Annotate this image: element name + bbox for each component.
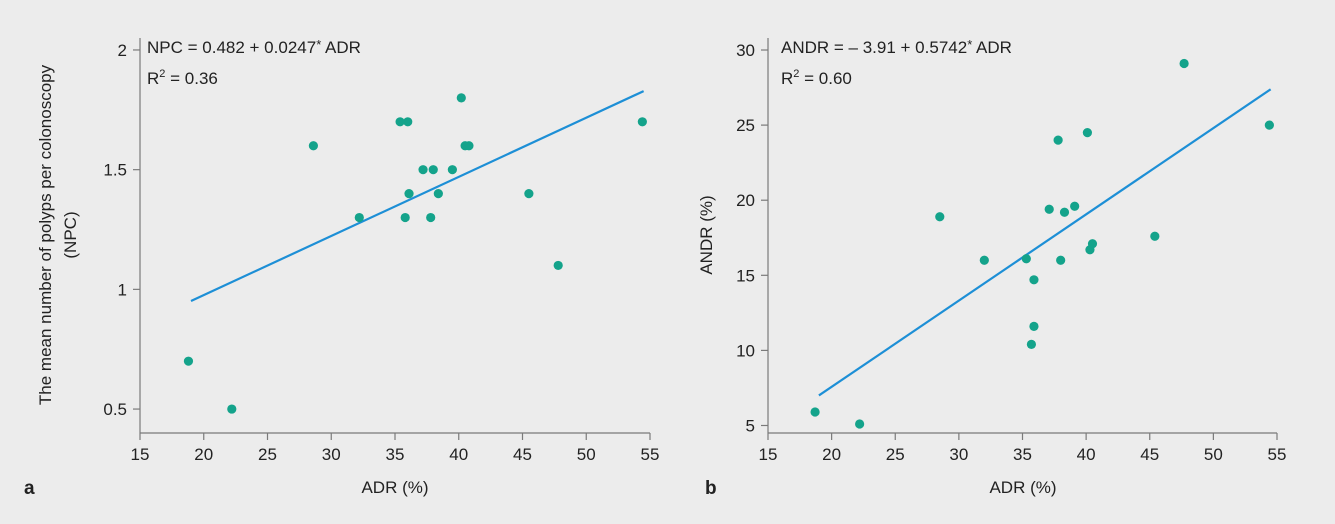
panel-b-data-point bbox=[1026, 339, 1037, 349]
panel-a-data-point bbox=[553, 260, 563, 271]
panel-b-data-point bbox=[1150, 231, 1160, 241]
panel-b-y-tick-label: 10 bbox=[736, 341, 755, 360]
panel-a-equation-star: * bbox=[316, 37, 321, 52]
panel-b-y-tick-label: 20 bbox=[736, 191, 755, 210]
panel-a-y-ticks: 0.5 1 1.5 2 bbox=[103, 41, 140, 419]
panel-b-r2-sup: 2 bbox=[793, 68, 799, 80]
panel-a-data-point bbox=[426, 212, 436, 223]
panel-a-data-point bbox=[447, 165, 457, 175]
panel-b-r2: R2 = 0.60 bbox=[781, 68, 852, 88]
panel-a-y-tick-label: 0.5 bbox=[103, 400, 127, 419]
panel-b-x-tick-label: 20 bbox=[822, 445, 841, 464]
panel-a-x-tick-label: 50 bbox=[577, 445, 596, 464]
panel-b-regression-line bbox=[818, 88, 1272, 397]
panel-a-x-tick-label: 30 bbox=[322, 445, 341, 464]
panel-b-x-tick-label: 35 bbox=[1013, 445, 1032, 464]
panel-b-data-point bbox=[935, 212, 945, 222]
panel-b-x-ticks: 15 20 25 30 35 40 45 50 55 bbox=[759, 433, 1287, 464]
panel-a-x-tick-label: 35 bbox=[386, 445, 405, 464]
panel-b: 15 20 25 30 35 40 45 50 55 5 10 15 20 25 30 ANDR = – … bbox=[697, 37, 1286, 499]
panel-a-x-tick-label: 55 bbox=[641, 445, 660, 464]
panel-b-equation-star: * bbox=[967, 37, 972, 52]
panel-a-data-point bbox=[418, 165, 428, 175]
panel-b-x-tick-label: 30 bbox=[949, 445, 968, 464]
panel-a-y-tick-label: 2 bbox=[118, 41, 127, 60]
panel-b-data-point bbox=[1029, 321, 1039, 331]
panel-a-r2-sup: 2 bbox=[159, 68, 165, 80]
panel-b-x-tick-label: 50 bbox=[1204, 445, 1223, 464]
panel-b-data-point bbox=[855, 419, 865, 429]
panel-b-data-point bbox=[810, 407, 820, 417]
panel-b-x-tick-label: 55 bbox=[1268, 445, 1287, 464]
panel-b-points bbox=[810, 58, 1274, 429]
panel-b-data-point bbox=[1070, 201, 1080, 211]
panel-b-x-tick-label: 40 bbox=[1077, 445, 1096, 464]
panel-b-data-point bbox=[1029, 275, 1039, 285]
panel-a-points bbox=[183, 93, 647, 414]
panel-a-x-tick-label: 20 bbox=[194, 445, 213, 464]
panel-a-x-ticks: 15 20 25 30 35 40 45 50 55 bbox=[131, 433, 660, 464]
panel-a-x-tick-label: 25 bbox=[258, 445, 277, 464]
panel-a-equation: NPC = 0.482 + 0.0247* ADR bbox=[147, 37, 361, 57]
panel-a-data-point bbox=[524, 189, 534, 199]
panel-b-data-point bbox=[1179, 58, 1189, 69]
panel-b-data-point bbox=[1059, 207, 1070, 217]
panel-a-data-point bbox=[404, 189, 414, 199]
panel-a-data-point bbox=[227, 404, 237, 414]
panel-a-data-point bbox=[428, 165, 438, 175]
panel-b-data-point bbox=[1082, 128, 1092, 138]
panel-a-data-point bbox=[456, 93, 466, 103]
panel-a-data-point bbox=[400, 212, 410, 223]
panel-a-data-point bbox=[354, 212, 364, 223]
panel-a-equation-tail: ADR bbox=[321, 38, 361, 57]
panel-a-x-tick-label: 40 bbox=[449, 445, 468, 464]
panel-a-x-tick-label: 15 bbox=[131, 445, 150, 464]
panel-b-y-tick-label: 15 bbox=[736, 266, 755, 285]
panel-b-data-point bbox=[1053, 135, 1063, 145]
panel-b-data-point bbox=[1044, 204, 1054, 214]
panel-a: 15 20 25 30 35 40 45 50 55 0.5 1 1.5 2 NPC = 0.482 … bbox=[24, 37, 659, 499]
panel-b-data-point bbox=[1021, 254, 1031, 264]
panel-b-x-tick-label: 15 bbox=[759, 445, 778, 464]
panel-a-equation-main: NPC = 0.482 + 0.0247 bbox=[147, 38, 316, 57]
panel-b-data-point bbox=[1087, 239, 1098, 249]
panel-a-letter: a bbox=[24, 478, 35, 499]
panel-b-data-point bbox=[1264, 120, 1274, 130]
panel-b-x-tick-label: 45 bbox=[1140, 445, 1159, 464]
panel-b-y-tick-label: 30 bbox=[736, 41, 755, 60]
panel-a-data-point bbox=[308, 141, 318, 151]
panel-a-data-point bbox=[637, 117, 647, 127]
panel-a-y-tick-label: 1 bbox=[118, 280, 127, 299]
panel-b-y-tick-label: 25 bbox=[736, 116, 755, 135]
panel-b-equation: ANDR = – 3.91 + 0.5742* ADR bbox=[781, 37, 1012, 57]
panel-a-data-point bbox=[395, 117, 405, 127]
panel-a-r2-prefix: R bbox=[147, 69, 159, 88]
panel-b-x-tick-label: 25 bbox=[886, 445, 905, 464]
panel-b-y-label: ANDR (%) bbox=[697, 195, 716, 274]
panel-a-regression-line bbox=[190, 90, 645, 303]
panel-b-equation-main: ANDR = – 3.91 + 0.5742 bbox=[781, 38, 967, 57]
panel-a-data-point bbox=[403, 117, 413, 127]
panel-b-data-point bbox=[1056, 255, 1066, 265]
panel-b-x-label: ADR (%) bbox=[989, 478, 1056, 497]
panel-a-x-label: ADR (%) bbox=[361, 478, 428, 497]
panel-a-y-label-line2: (NPC) bbox=[61, 211, 80, 258]
panel-a-data-point bbox=[464, 141, 474, 151]
panel-b-y-ticks: 5 10 15 20 25 30 bbox=[736, 41, 768, 435]
panel-a-data-point bbox=[183, 356, 194, 366]
panel-b-data-point bbox=[979, 255, 989, 265]
panel-b-equation-tail: ADR bbox=[972, 38, 1012, 57]
panel-b-letter: b bbox=[705, 478, 717, 499]
panel-a-r2: R2 = 0.36 bbox=[147, 68, 218, 88]
panel-b-r2-value: = 0.60 bbox=[799, 69, 851, 88]
panel-a-data-point bbox=[433, 189, 443, 199]
panel-b-r2-prefix: R bbox=[781, 69, 793, 88]
panel-a-r2-value: = 0.36 bbox=[165, 69, 217, 88]
panel-b-y-tick-label: 5 bbox=[746, 416, 755, 435]
panel-a-x-tick-label: 45 bbox=[513, 445, 532, 464]
panel-a-y-label-line1: The mean number of polyps per colonoscop… bbox=[36, 64, 55, 405]
panel-a-y-tick-label: 1.5 bbox=[103, 161, 127, 180]
